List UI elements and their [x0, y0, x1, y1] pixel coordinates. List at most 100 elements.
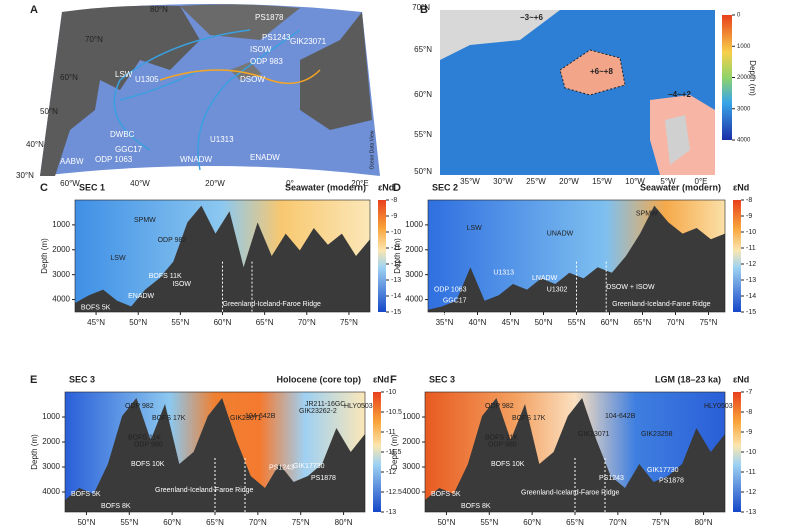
lat-label: 60°N: [414, 90, 432, 99]
x-tick-label: 75°N: [652, 518, 670, 527]
map-label: GIK23071: [290, 37, 327, 46]
colorbar-tick-label: -8: [391, 197, 397, 204]
x-tick-label: 70°N: [609, 518, 627, 527]
land: [300, 12, 372, 130]
x-tick-label: 55°N: [568, 318, 586, 327]
colorbar: [733, 200, 741, 312]
map-label: PS1878: [255, 13, 284, 22]
y-tick-label: 4000: [405, 295, 423, 304]
lat-label: 40°N: [26, 140, 44, 149]
colorbar-tick-label: -10: [386, 389, 396, 396]
colorbar: [378, 200, 386, 312]
section-label: ISOW: [172, 281, 191, 288]
colorbar-tick-label: -14: [746, 293, 756, 300]
x-tick-label: 40°N: [469, 318, 487, 327]
y-tick-label: 4000: [42, 487, 60, 496]
colorbar-tick-label: -12: [746, 489, 756, 496]
section-label: LSW: [467, 225, 483, 232]
x-tick-label: 60°N: [523, 518, 541, 527]
section-label: LNADW: [532, 275, 558, 282]
x-tick-label: 45°N: [87, 318, 105, 327]
y-tick-label: 3000: [402, 462, 420, 471]
section-label: U1313: [493, 270, 514, 277]
bathymetry: [65, 398, 365, 512]
section-label: GIK17730: [293, 463, 325, 470]
credit: Ocean Data View: [369, 130, 375, 169]
y-tick-label: 1000: [402, 412, 420, 421]
lat-label: 50°N: [40, 107, 58, 116]
land: [440, 10, 560, 60]
map-label: PS1243: [262, 33, 291, 42]
section-label: 104-642B: [245, 413, 276, 420]
section-label: Greenland-Iceland-Faroe Ridge: [521, 490, 620, 497]
section-label: ODP 1063: [434, 286, 467, 293]
section-name: SEC 1: [79, 182, 105, 192]
section-label: GIK23258: [641, 431, 673, 438]
x-tick-label: 60°N: [163, 518, 181, 527]
section-label: ENADW: [128, 293, 154, 300]
section-label: ODP 982: [125, 403, 154, 410]
land: [180, 4, 300, 40]
y-tick-label: 3000: [405, 270, 423, 279]
x-tick-label: 50°N: [77, 518, 95, 527]
land: [665, 115, 690, 165]
current-arrow: [197, 29, 301, 171]
colorbar-tick-label: -13: [386, 509, 396, 516]
section-label: Greenland-Iceland-Faroe Ridge: [612, 301, 711, 308]
lon-label: 15°W: [592, 177, 612, 186]
lat-label: 70°N: [85, 35, 103, 44]
x-tick-label: 75°N: [700, 318, 718, 327]
colorbar-tick-label: -13: [746, 509, 756, 516]
y-axis-label: Depth (m): [40, 238, 49, 274]
x-tick-label: 70°N: [298, 318, 316, 327]
y-tick-label: 2000: [52, 245, 70, 254]
map-label: LSW: [115, 70, 133, 79]
section-label: GIK23071: [230, 415, 262, 422]
colorbar-tick-label: -12: [386, 469, 396, 476]
section-label: ODP 982: [485, 403, 514, 410]
map-label: DWBC: [110, 130, 135, 139]
colorbar-tick-label: 1000: [737, 44, 751, 50]
colorbar-tick-label: -12.5: [386, 489, 402, 496]
unit: εNd: [733, 374, 749, 384]
colorbar-tick-label: -15: [391, 309, 401, 316]
x-tick-label: 50°N: [535, 318, 553, 327]
x-tick-label: 65°N: [256, 318, 274, 327]
region-label: +6~+8: [590, 67, 613, 76]
section-label: BOFS 8K: [119, 313, 149, 320]
colorbar-tick-label: -11: [746, 245, 756, 252]
section-label: JR211-16GC: [305, 401, 345, 408]
colorbar-tick-label: -8: [746, 409, 752, 416]
x-tick-label: 50°N: [437, 518, 455, 527]
section-name: SEC 3: [429, 374, 455, 384]
land: [230, 62, 262, 80]
colorbar-tick-label: -12: [391, 261, 401, 268]
y-tick-label: 2000: [402, 437, 420, 446]
section-label: HLY0503: [344, 403, 373, 410]
y-tick-label: 1000: [405, 220, 423, 229]
iceland: [559, 49, 626, 96]
region-label: −4~+2: [668, 90, 691, 99]
section-label: PS1878: [311, 475, 336, 482]
colorbar-tick-label: -11.5: [386, 449, 402, 456]
colorbar-tick-label: -12: [746, 261, 756, 268]
map-label: WNADW: [180, 155, 212, 164]
colorbar-tick-label: 0: [737, 13, 741, 19]
lon-label: 25°W: [526, 177, 546, 186]
section-label: BOFS 5K: [71, 491, 101, 498]
lon-label: 35°W: [460, 177, 480, 186]
panel-letter: C: [40, 182, 48, 194]
section-label: BOFS 11K: [485, 434, 518, 441]
x-tick-label: 55°N: [480, 518, 498, 527]
section-label: Greenland-Iceland-Faroe Ridge: [155, 487, 254, 494]
x-tick-label: 75°N: [340, 318, 358, 327]
current-arrow: [119, 69, 201, 101]
colorbar-tick-label: -11: [386, 429, 396, 436]
colorbar-tick-label: -15: [746, 309, 756, 316]
colorbar-tick-label: -11: [391, 245, 401, 252]
section-label: GGC17: [443, 298, 467, 305]
section-label: AABW?: [434, 313, 459, 320]
lat-label: 80°N: [150, 5, 168, 14]
panel-letter: D: [393, 182, 401, 194]
section-label: GIK23071: [578, 431, 610, 438]
